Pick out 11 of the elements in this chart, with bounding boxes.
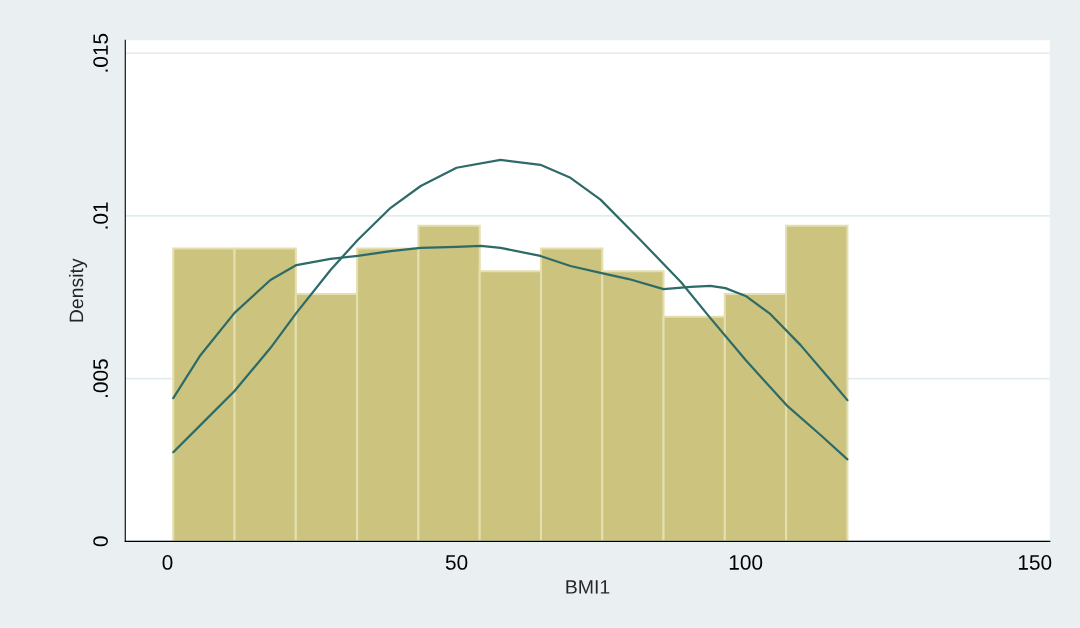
line-series xyxy=(172,158,849,461)
y-axis-title: Density xyxy=(68,258,88,322)
y-tick-label: .015 xyxy=(93,33,108,72)
y-tick-label: .005 xyxy=(93,359,108,397)
x-tick-label: 100 xyxy=(729,555,763,570)
y-tick-label: 0 xyxy=(93,536,108,547)
x-tick-label: 150 xyxy=(1018,555,1052,570)
x-tick-label: 0 xyxy=(162,555,173,570)
x-tick-label: 50 xyxy=(445,555,468,570)
x-axis-title: BMI1 xyxy=(566,580,610,594)
y-tick-label: .01 xyxy=(93,202,108,229)
